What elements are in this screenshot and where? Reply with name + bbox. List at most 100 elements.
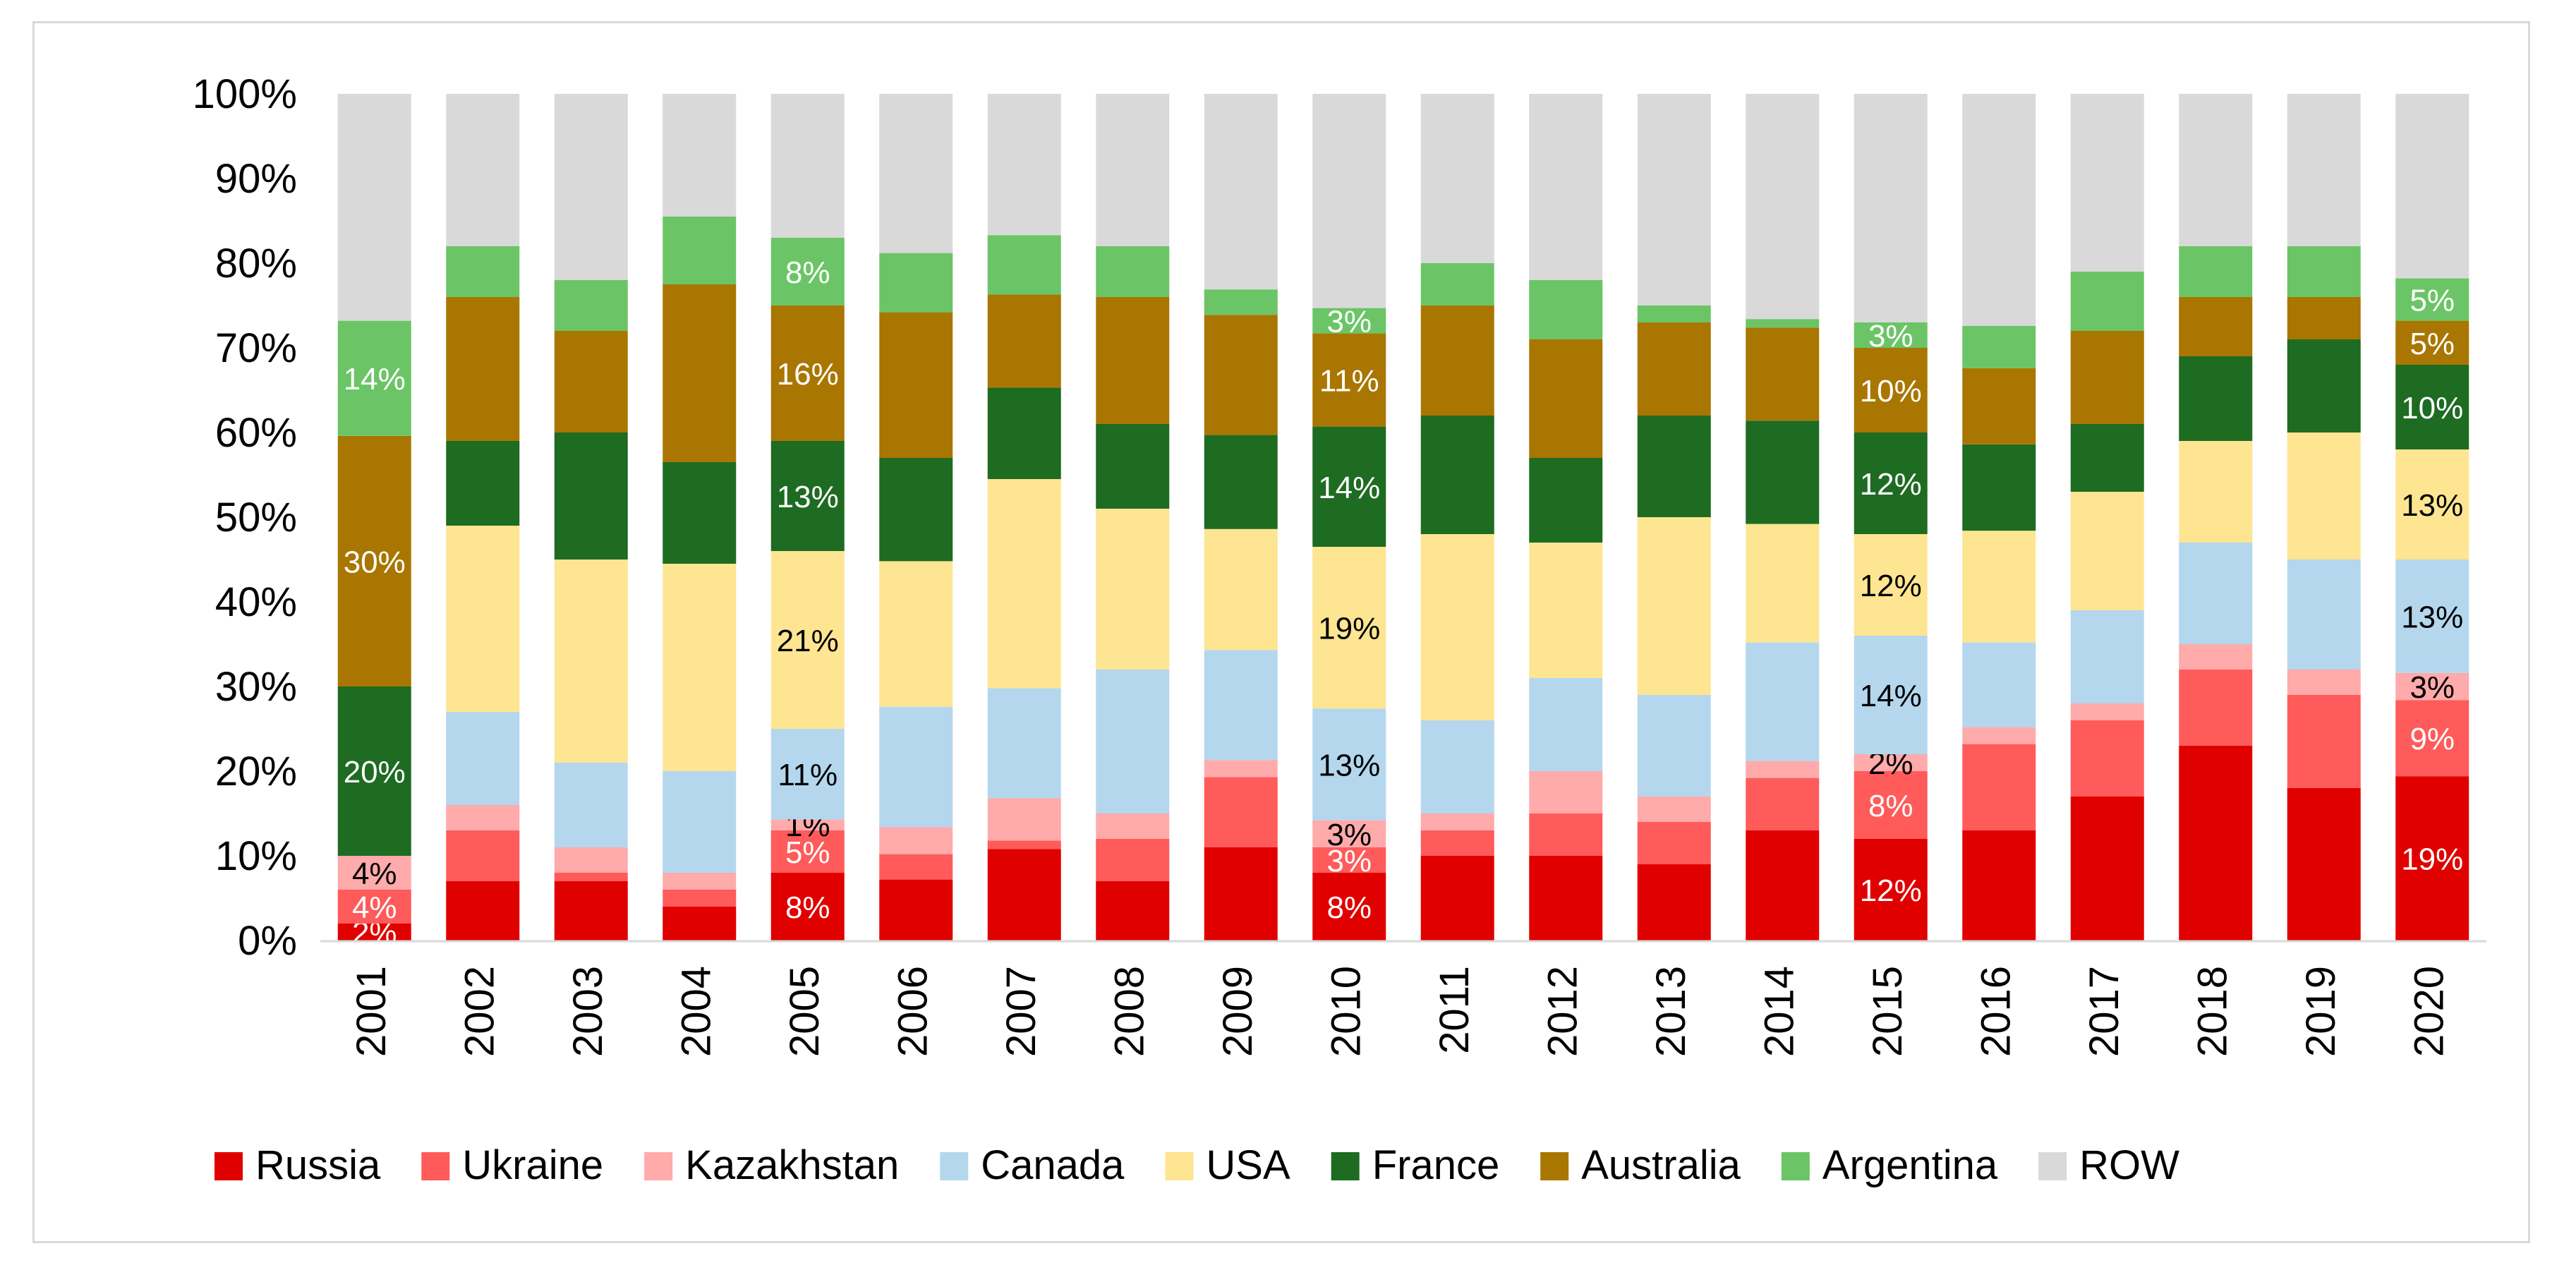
data-label-france-2005: 13% <box>777 480 839 514</box>
bar-segment-ukraine-2018 <box>2179 670 2253 746</box>
bar-segment-row-2005 <box>770 94 845 238</box>
bar-segment-russia-2015 <box>1854 839 1928 941</box>
bar-segment-australia-2016 <box>1962 368 2036 445</box>
x-tick-label: 2001 <box>349 966 394 1057</box>
data-label-russia-2005: 8% <box>785 890 830 925</box>
data-label-france-2010: 14% <box>1318 471 1380 505</box>
x-tick-label: 2008 <box>1107 966 1153 1057</box>
bar-segment-kazakhstan-2010 <box>1312 820 1386 847</box>
data-label-ukraine-2020: 9% <box>2409 722 2455 756</box>
bar-segment-canada-2017 <box>2070 610 2144 703</box>
bar-group-2002 <box>446 94 520 941</box>
bar-segment-canada-2006 <box>879 706 953 828</box>
bar-segment-canada-2013 <box>1637 695 1711 797</box>
bar-group-2010: 8%3%3%13%19%14%11%3% <box>1312 94 1386 941</box>
data-label-canada-2005: 11% <box>778 758 837 792</box>
bar-segment-australia-2017 <box>2070 331 2144 424</box>
data-label-argentina-2015: 3% <box>1868 319 1913 353</box>
bar-segment-russia-2009 <box>1204 847 1278 941</box>
bar-segment-ukraine-2003 <box>554 873 628 881</box>
x-tick-label: 2012 <box>1540 966 1586 1057</box>
bar-segment-russia-2005 <box>770 873 845 941</box>
bar-group-2017 <box>2070 94 2144 941</box>
bar-segment-france-2003 <box>554 433 628 560</box>
data-label-france-2001: 20% <box>344 755 406 790</box>
bar-segment-usa-2020 <box>2395 449 2469 560</box>
bar-segment-kazakhstan-2004 <box>663 873 737 890</box>
bar-segment-france-2016 <box>1962 444 2036 531</box>
bar-segment-argentina-2001 <box>337 320 411 436</box>
bar-segment-argentina-2003 <box>554 280 628 331</box>
bar-segment-russia-2008 <box>1096 881 1170 941</box>
bar-segment-usa-2017 <box>2070 492 2144 610</box>
legend-item-usa: USA <box>1165 1142 1290 1188</box>
bar-segment-australia-2015 <box>1854 348 1928 433</box>
x-tick-label: 2020 <box>2407 966 2453 1057</box>
bar-segment-kazakhstan-2020 <box>2395 672 2469 701</box>
bar-segment-canada-2007 <box>987 688 1061 799</box>
bar-segment-france-2013 <box>1637 416 1711 517</box>
bar-segment-ukraine-2010 <box>1312 847 1386 873</box>
bar-segment-argentina-2009 <box>1204 289 1278 315</box>
legend-swatch <box>214 1152 243 1180</box>
bar-segment-canada-2016 <box>1962 642 2036 727</box>
bar-group-2007 <box>987 94 1061 941</box>
legend-swatch <box>940 1152 969 1180</box>
bar-segment-australia-2014 <box>1746 327 1820 421</box>
bar-segment-usa-2009 <box>1204 528 1278 651</box>
bar-segment-usa-2019 <box>2287 433 2361 560</box>
bar-segment-canada-2003 <box>554 763 628 847</box>
bar-segment-row-2001 <box>337 94 411 321</box>
legend-label: Russia <box>255 1142 381 1188</box>
data-label-usa-2020: 13% <box>2401 488 2463 523</box>
bar-segment-canada-2008 <box>1096 670 1170 814</box>
bar-segment-kazakhstan-2005 <box>770 819 845 830</box>
data-label-argentina-2010: 3% <box>1326 305 1372 339</box>
x-tick-label: 2015 <box>1865 966 1911 1057</box>
bar-segment-row-2009 <box>1204 94 1278 290</box>
bar-segment-usa-2010 <box>1312 547 1386 709</box>
bar-segment-argentina-2005 <box>770 238 845 306</box>
bar-segment-argentina-2015 <box>1854 322 1928 348</box>
x-tick-label: 2017 <box>2081 966 2127 1057</box>
legend-label: Ukraine <box>462 1142 603 1188</box>
bar-group-2004 <box>663 94 737 941</box>
bar-segment-argentina-2010 <box>1312 308 1386 334</box>
bar-segment-argentina-2002 <box>446 246 520 297</box>
bar-segment-row-2011 <box>1420 94 1494 263</box>
legend-item-kazakhstan: Kazakhstan <box>644 1142 899 1188</box>
data-label-ukraine-2001: 4% <box>352 890 397 925</box>
data-label-usa-2010: 19% <box>1318 612 1380 646</box>
y-tick-label: 20% <box>215 749 297 794</box>
bar-segment-ukraine-2020 <box>2395 700 2469 777</box>
bar-group-2005: 8%5%1%11%21%13%16%8% <box>770 94 845 941</box>
bar-segment-usa-2012 <box>1529 543 1603 678</box>
bar-segment-russia-2013 <box>1637 864 1711 941</box>
bar-segment-france-2006 <box>879 458 953 562</box>
bar-segment-russia-2018 <box>2179 746 2253 941</box>
bar-group-2009 <box>1204 94 1278 941</box>
bar-segment-australia-2006 <box>879 312 953 458</box>
bar-segment-kazakhstan-2016 <box>1962 727 2036 744</box>
bar-segment-kazakhstan-2014 <box>1746 761 1820 778</box>
bar-segment-ukraine-2014 <box>1746 778 1820 830</box>
bar-segment-kazakhstan-2017 <box>2070 703 2144 720</box>
bar-segment-australia-2009 <box>1204 315 1278 435</box>
bar-group-2012 <box>1529 94 1603 941</box>
bar-segment-argentina-2004 <box>663 217 737 284</box>
data-label-australia-2005: 16% <box>777 357 839 392</box>
bars: 2%4%4%20%30%14%8%5%1%11%21%13%16%8%8%3%3… <box>337 94 2469 950</box>
bar-group-2011 <box>1420 94 1494 941</box>
legend-label: Canada <box>981 1142 1125 1188</box>
bar-segment-russia-2020 <box>2395 776 2469 941</box>
bar-segment-usa-2015 <box>1854 534 1928 636</box>
bar-segment-russia-2014 <box>1746 830 1820 941</box>
data-label-australia-2020: 5% <box>2409 327 2455 361</box>
bar-segment-france-2018 <box>2179 356 2253 441</box>
bar-segment-argentina-2019 <box>2287 246 2361 297</box>
bar-segment-row-2014 <box>1746 94 1820 320</box>
data-label-canada-2015: 14% <box>1860 679 1922 713</box>
bar-segment-russia-2003 <box>554 881 628 941</box>
bar-segment-australia-2002 <box>446 297 520 441</box>
data-label-usa-2005: 21% <box>777 624 839 658</box>
